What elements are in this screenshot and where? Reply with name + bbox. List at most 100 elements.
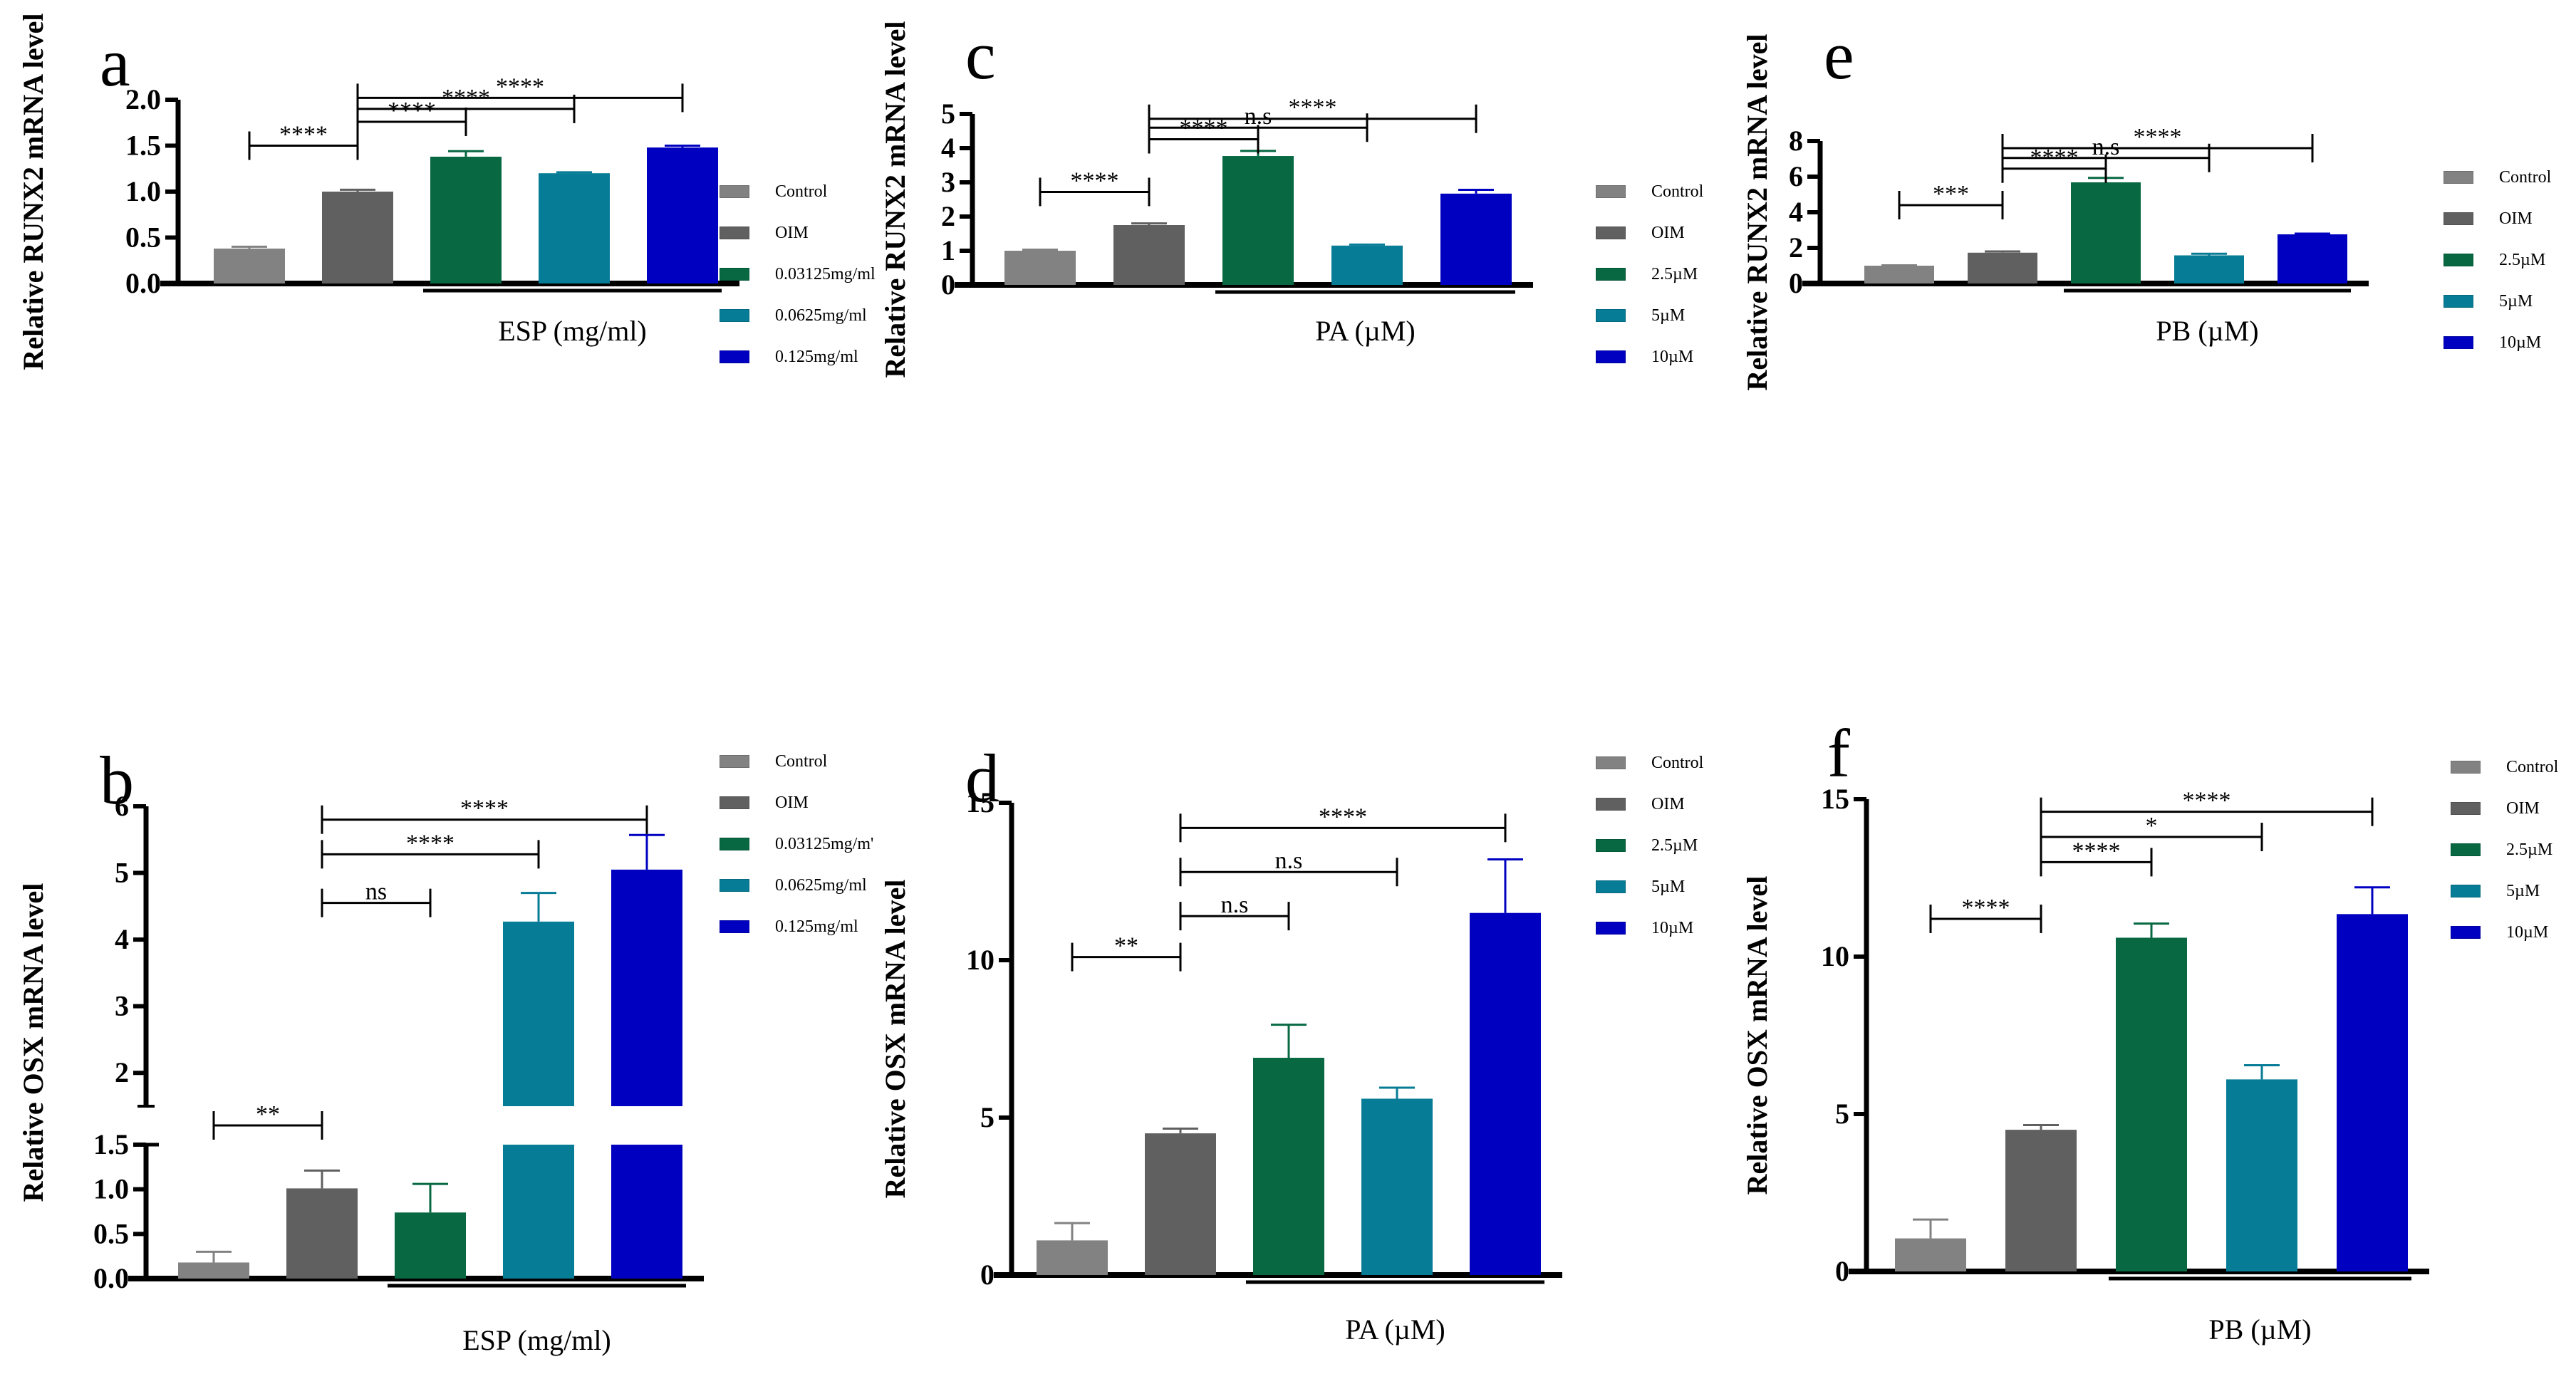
y-axis-title: Relative RUNX2 mRNA level [879,21,911,378]
significance-bracket: n.s [1179,892,1290,931]
legend-label: 0.03125mg/ml [775,264,876,283]
legend-swatch [720,796,749,809]
bar-0-125mg-ml [647,147,718,283]
y-tick-label: 3 [941,166,955,198]
bar-2-5-m [1222,156,1294,285]
panel-letter: b [100,742,134,818]
bar-chart-a: 0.0 0.5 1.0 1.5 2.0 Relative RUNX2 mRNA level… [17,14,739,370]
legend-swatch [2451,843,2481,856]
significance-label: **** [1289,95,1337,121]
legend-swatch [1596,227,1626,239]
legend-item: Control [2443,157,2551,198]
y-axis-title: Relative OSX mRNA level [1741,876,1773,1195]
legend-label: OIM [1651,794,1685,813]
y-tick-label: 2.0 [125,83,161,115]
bar-5-m [1361,1098,1433,1275]
legend-label: Control [775,182,828,201]
legend-item: Control [1596,171,1703,212]
y-tick-label: 1.5 [93,1128,129,1160]
legend-item: 0.125mg/ml [720,336,876,378]
bar-10-m [1470,912,1541,1275]
legend: Control OIM 2.5µM 5µM 10µM [2443,157,2551,363]
bar-oim [2005,1130,2077,1271]
legend-item: 0.125mg/ml [720,906,873,947]
bar-0-0625mg-ml [539,173,610,283]
legend-swatch [720,755,749,768]
significance-label: **** [1319,803,1367,830]
x-axis-title: PA (µM) [1315,315,1416,347]
legend-label: Control [1651,182,1704,201]
legend-label: OIM [2499,209,2533,228]
significance-label: ** [1114,933,1138,959]
significance-bracket: ** [1071,933,1182,972]
significance-bracket: **** [1039,167,1151,207]
bar-control [1864,266,1934,283]
bar-chart-e: 024 68 Relative RUNX2 mRNA level PB (µM) ***… [1741,34,2369,391]
y-tick-label: 5 [941,98,955,130]
y-tick-label: 0 [980,1259,994,1291]
legend-swatch [720,268,749,281]
legend-item: 0.0625mg/ml [720,865,873,906]
y-tick-label: 1 [941,234,955,266]
legend-swatch [720,920,749,933]
legend-swatch [2443,336,2473,349]
panel-letter: a [100,24,130,100]
panel-b: b 0.0 0.5 1.0 1.5 2 3 4 5 6 Relative OSX mRNA leve… [0,712,873,1379]
legend-item: 2.5µM [2443,239,2551,281]
bar-5-m [1331,245,1403,285]
y-tick-label: 5 [1835,1098,1849,1130]
significance-bracket: **** [1929,895,2042,933]
x-axis-title: ESP (mg/ml) [498,315,647,347]
bar-control [1037,1240,1108,1275]
y-tick-label: 5 [115,857,129,889]
y-tick-label: 6 [115,790,129,822]
bar-0-125mg-ml-lower [611,1145,682,1279]
legend-item: 5µM [1596,295,1703,336]
significance-bracket: n.s [1148,103,1368,142]
legend-label: Control [1651,753,1704,772]
legend-item: 0.03125mg/m' [720,823,873,865]
legend-swatch [1596,880,1626,893]
legend-item: 5µM [2443,281,2551,322]
bar-oim [286,1188,358,1279]
significance-label: * [2146,813,2158,839]
legend-swatch [2443,295,2473,308]
bar-control [214,248,285,283]
legend-swatch [2451,885,2481,897]
legend-label: Control [2499,167,2552,187]
y-tick-label: 0 [941,269,955,301]
y-tick-label: 4 [941,132,955,164]
y-tick-label: 0.5 [93,1217,129,1249]
legend-swatch [1596,839,1626,852]
legend-label: 10µM [1651,918,1694,937]
legend-swatch [2451,761,2481,774]
significance-bracket: **** [321,796,648,834]
legend-item: Control [720,741,873,782]
significance-label: **** [279,122,328,148]
legend: Control OIM 2.5µM 5µM 10µM [1596,742,1703,949]
legend-item: OIM [1596,784,1703,825]
legend-label: 2.5µM [1651,264,1698,283]
significance-label: **** [2134,124,2182,150]
legend-item: 5µM [1596,866,1703,907]
legend-item: 10µM [2443,322,2551,363]
significance-bracket: **** [356,73,684,113]
y-tick-label: 8 [1789,125,1803,157]
bar-10-m [1440,193,1512,285]
legend: Control OIM 2.5µM 5µM 10µM [2451,746,2558,953]
panel-a: a 0.0 0.5 1.0 1.5 2.0 Relative RUNX2 mRNA leve… [0,0,876,712]
bar-oim [1145,1133,1216,1275]
legend-label: 0.0625mg/ml [775,875,867,895]
panel-letter: f [1827,715,1850,791]
panel-letter: c [965,17,996,93]
significance-label: **** [406,830,455,856]
significance-label: n.s [2092,134,2120,160]
x-axis-title: PB (µM) [2156,315,2258,347]
y-tick-label: 2 [1789,231,1803,264]
significance-bracket: **** [1148,95,1477,133]
y-tick-label: 4 [115,923,129,955]
y-tick-label: 4 [1789,196,1803,228]
significance-bracket: n.s [1179,848,1398,887]
legend-item: 10µM [1596,907,1703,949]
